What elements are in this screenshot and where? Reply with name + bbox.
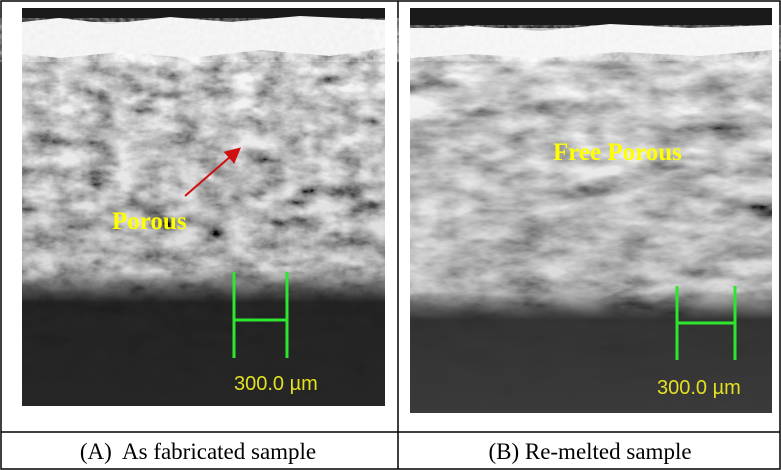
sem-image-b <box>410 8 772 413</box>
figure: Porous 300.0 µm Free Porous 300.0 µm (A)… <box>0 0 781 470</box>
annotation: Porous <box>112 208 187 235</box>
sem-image-a <box>22 8 385 406</box>
annotation: Free Porous <box>553 139 682 166</box>
scale-label: 300.0 µm <box>657 377 741 399</box>
caption: (B) Re-melted sample <box>488 439 691 464</box>
scale-label: 300.0 µm <box>234 373 318 395</box>
caption: (A) As fabricated sample <box>80 439 316 464</box>
